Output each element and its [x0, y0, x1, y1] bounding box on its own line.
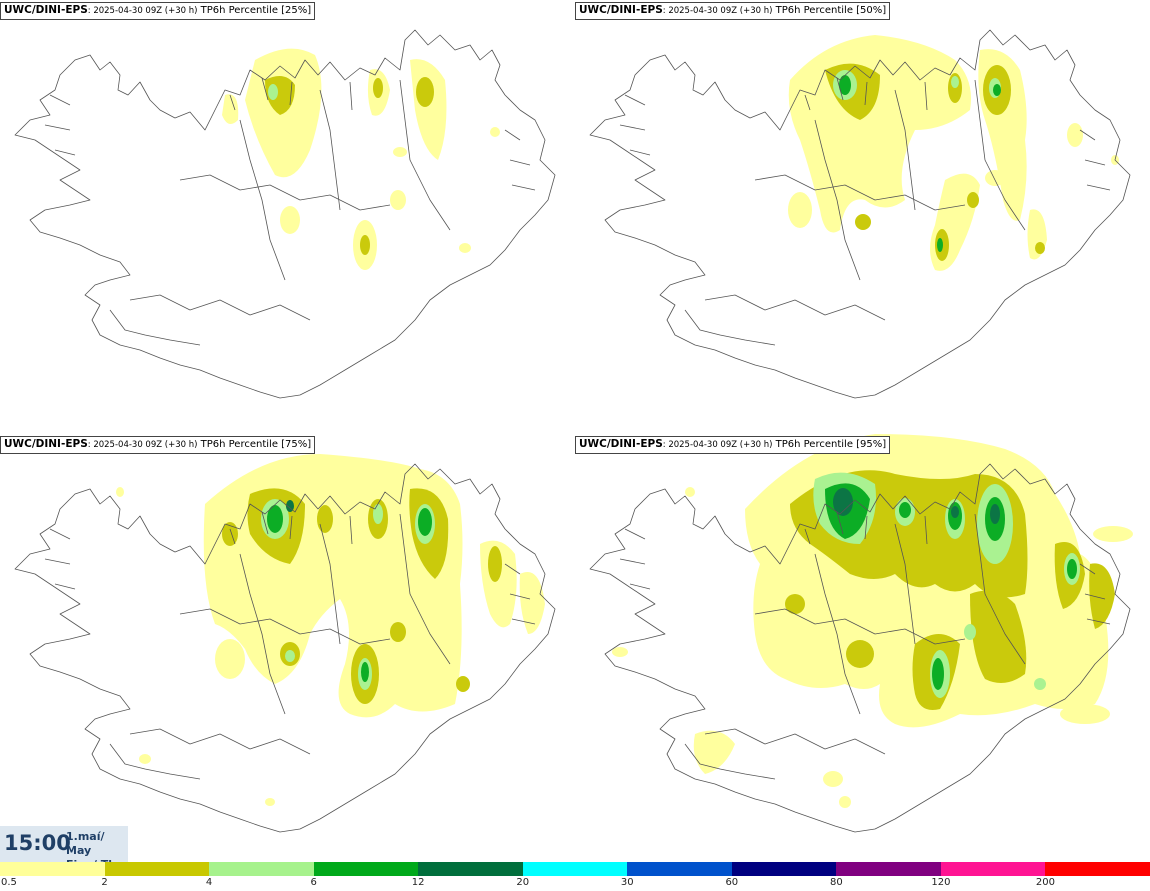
colorbar-tick-label: 6 [310, 877, 317, 888]
parameter-label: TP6h Percentile [75%] [197, 439, 312, 450]
valid-time-box: 15:00 1.maí/ May Fim./ Thu [0, 826, 128, 871]
valid-time: 15:00 [4, 831, 71, 855]
colorbar-tick-label: 80 [829, 877, 843, 888]
colorbar-ticks: 0.5 2 4 6 12 20 30 60 80 120 200 [0, 876, 1150, 890]
colorbar-segment [940, 862, 1046, 876]
run-info: : 2025-04-30 09Z (+30 h) [87, 6, 198, 16]
colorbar-tick-label: 120 [931, 877, 951, 888]
map-panel-p95: UWC/DINI-EPS: 2025-04-30 09Z (+30 h) TP6… [575, 434, 1150, 864]
colorbar-segment [627, 862, 732, 876]
model-name: UWC/DINI-EPS [579, 438, 663, 450]
run-info: : 2025-04-30 09Z (+30 h) [662, 6, 773, 16]
colorbar-segment [0, 862, 105, 876]
iceland-map [14, 454, 556, 833]
precip-colorbar [0, 862, 1150, 876]
model-name: UWC/DINI-EPS [579, 4, 663, 16]
colorbar-tick-label: 4 [205, 877, 213, 888]
panel-title: UWC/DINI-EPS: 2025-04-30 09Z (+30 h) TP6… [0, 436, 316, 454]
colorbar-segment [522, 862, 628, 876]
parameter-label: TP6h Percentile [95%] [772, 439, 887, 450]
parameter-label: TP6h Percentile [25%] [197, 5, 312, 16]
iceland-map [14, 29, 556, 399]
colorbar-tick-label: 12 [411, 877, 425, 888]
parameter-label: TP6h Percentile [50%] [772, 5, 887, 16]
colorbar-segment [418, 862, 523, 876]
iceland-map [589, 29, 1131, 399]
map-panel-p50: UWC/DINI-EPS: 2025-04-30 09Z (+30 h) TP6… [575, 0, 1150, 430]
colorbar-tick-label: 0.5 [1, 877, 17, 888]
map-panel-p25: UWC/DINI-EPS: 2025-04-30 09Z (+30 h) TP6… [0, 0, 575, 430]
precip-field [612, 434, 1133, 808]
colorbar-segment [209, 862, 314, 876]
date-line-1: 1.maí/ May [66, 830, 105, 857]
colorbar-tick-label: 20 [516, 877, 530, 888]
model-name: UWC/DINI-EPS [4, 4, 88, 16]
colorbar-tick-label: 2 [101, 877, 108, 888]
colorbar-segment [836, 862, 941, 876]
colorbar-segment [104, 862, 210, 876]
colorbar-tick-label: 200 [1035, 877, 1055, 888]
panel-title: UWC/DINI-EPS: 2025-04-30 09Z (+30 h) TP6… [575, 2, 891, 20]
panel-title: UWC/DINI-EPS: 2025-04-30 09Z (+30 h) TP6… [0, 2, 316, 20]
precip-field [116, 454, 545, 806]
run-info: : 2025-04-30 09Z (+30 h) [87, 440, 198, 450]
colorbar-tick-label: 30 [620, 877, 634, 888]
iceland-map [589, 434, 1133, 833]
panel-title: UWC/DINI-EPS: 2025-04-30 09Z (+30 h) TP6… [575, 436, 891, 454]
model-name: UWC/DINI-EPS [4, 438, 88, 450]
colorbar-segment [1045, 862, 1150, 876]
colorbar-segment [731, 862, 837, 876]
run-info: : 2025-04-30 09Z (+30 h) [662, 440, 773, 450]
colorbar-segment [313, 862, 419, 876]
precip-field [222, 48, 500, 270]
colorbar-tick-label: 60 [725, 877, 739, 888]
map-panel-p75: UWC/DINI-EPS: 2025-04-30 09Z (+30 h) TP6… [0, 434, 575, 864]
precip-field [788, 35, 1119, 271]
